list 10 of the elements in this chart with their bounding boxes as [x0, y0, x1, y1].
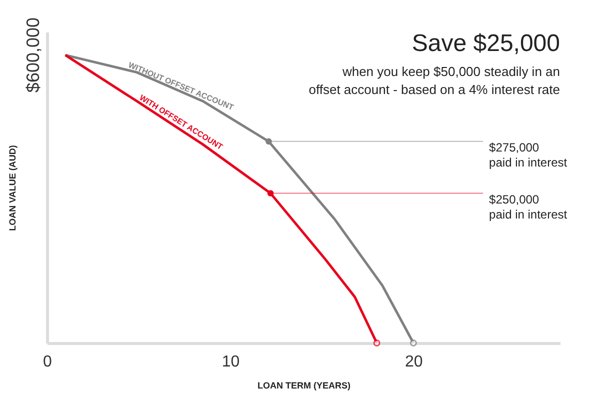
- x-tick-label: 0: [43, 354, 52, 370]
- annotation: $275,000 paid in interest: [489, 140, 568, 170]
- chart-title: Save $25,000: [412, 30, 560, 57]
- x-axis-title: LOAN TERM (YEARS): [258, 380, 350, 390]
- x-tick-label: 20: [405, 354, 423, 370]
- text: $600,000: [23, 18, 43, 93]
- y-axis-title: LOAN VALUE (AUD): [8, 145, 18, 231]
- annotation: $250,000 paid in interest: [489, 192, 568, 222]
- x-tick-label: 10: [222, 354, 240, 370]
- text: when you keep $50,000 steadily in an offset account - based on a 4% interest rate: [308, 64, 560, 97]
